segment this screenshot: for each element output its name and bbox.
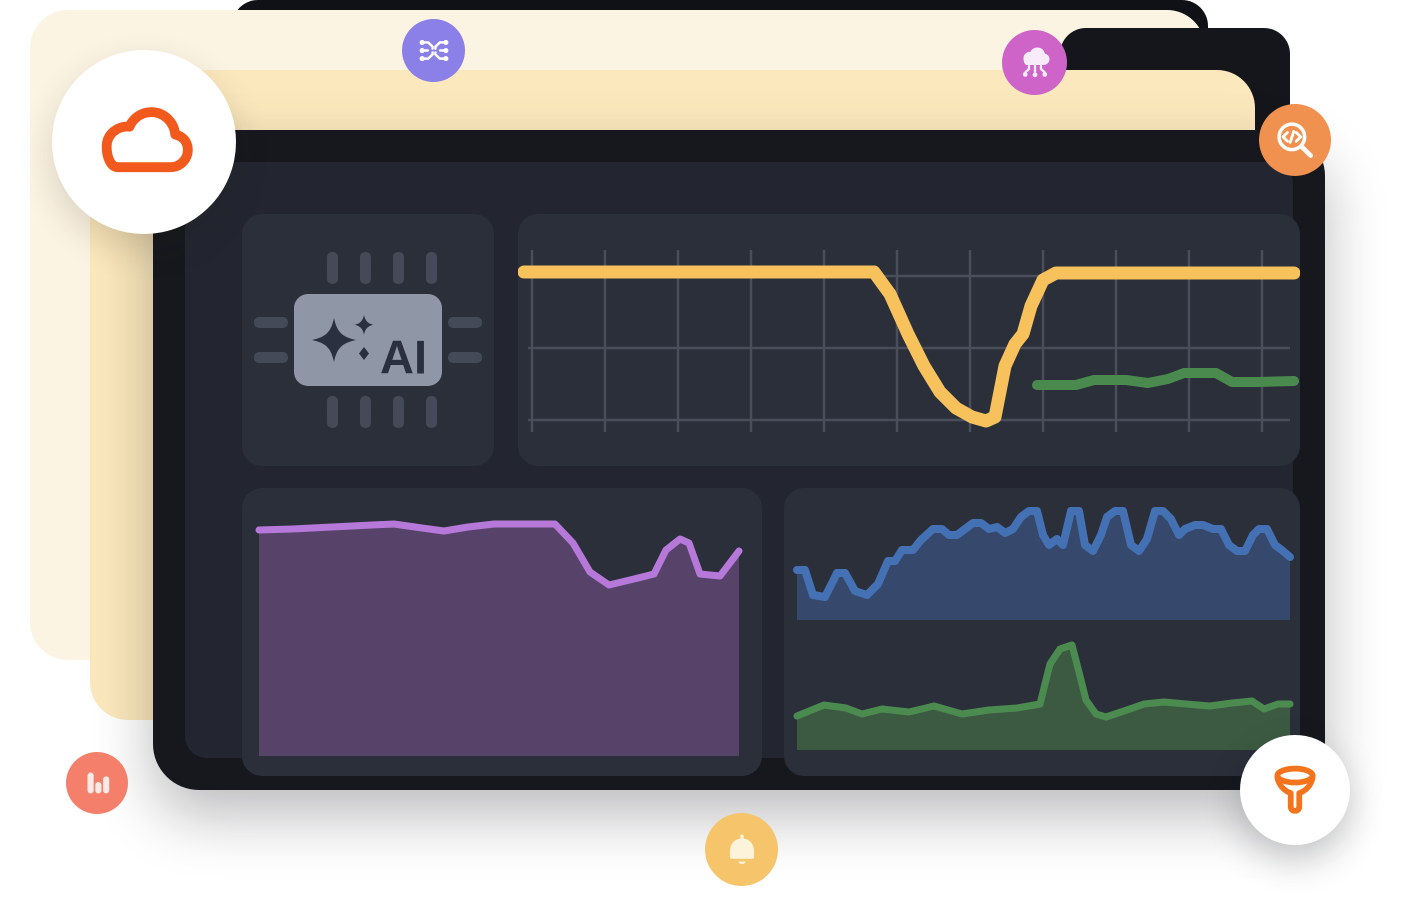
- circuit-icon: [419, 39, 448, 61]
- cloud-badge: [52, 50, 236, 234]
- right-charts-card: [784, 488, 1300, 776]
- bell-badge: [705, 813, 778, 886]
- sparkle-icon: [312, 315, 374, 362]
- ai-chip-card: AI: [242, 214, 494, 466]
- cloud-icon: [101, 107, 193, 173]
- purple-chart-card: [242, 488, 762, 776]
- bell-icon: [729, 833, 754, 864]
- uptime-chart: [518, 250, 1300, 432]
- funnel-badge: [1240, 735, 1350, 845]
- bar-chart-icon: [87, 772, 110, 794]
- funnel-icon: [1274, 765, 1316, 814]
- bar-chart-badge: [66, 752, 128, 814]
- traffic-latency-charts: [793, 507, 1294, 750]
- code-search-icon: [1277, 122, 1313, 158]
- ai-chip-icon: AI: [254, 252, 482, 428]
- dashboard-panel: AI: [153, 130, 1325, 790]
- cloud-network-icon: [1022, 47, 1049, 77]
- circuit-badge: [402, 19, 465, 82]
- chip-label: AI: [380, 331, 427, 384]
- code-search-badge: [1259, 104, 1331, 176]
- dashboard-inner: AI: [185, 162, 1300, 776]
- volume-area-chart: [255, 520, 743, 756]
- top-chart-card: [518, 214, 1300, 466]
- cloud-network-badge: [1002, 30, 1067, 95]
